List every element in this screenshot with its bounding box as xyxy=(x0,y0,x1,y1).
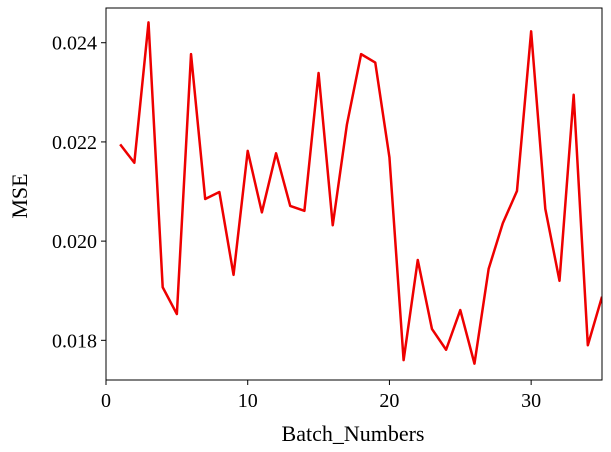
series-line-0 xyxy=(119,21,602,365)
y-tick-label: 0.024 xyxy=(52,33,97,55)
plot-area xyxy=(105,7,603,381)
y-axis-label: MSE xyxy=(7,173,32,218)
y-tick-label: 0.022 xyxy=(52,132,97,154)
x-tick-label: 20 xyxy=(379,390,399,412)
y-tick-label: 0.020 xyxy=(52,231,97,253)
y-axis-ticks: 0.018 0.020 0.022 0.024 xyxy=(52,33,106,352)
x-axis-ticks: 0 10 20 30 xyxy=(101,380,541,412)
x-tick-label: 0 xyxy=(101,390,111,412)
x-tick-label: 30 xyxy=(521,390,541,412)
x-axis-label: Batch_Numbers xyxy=(282,421,425,446)
plot-frame xyxy=(105,7,603,381)
y-tick-label: 0.018 xyxy=(52,330,97,352)
x-tick-label: 10 xyxy=(238,390,258,412)
